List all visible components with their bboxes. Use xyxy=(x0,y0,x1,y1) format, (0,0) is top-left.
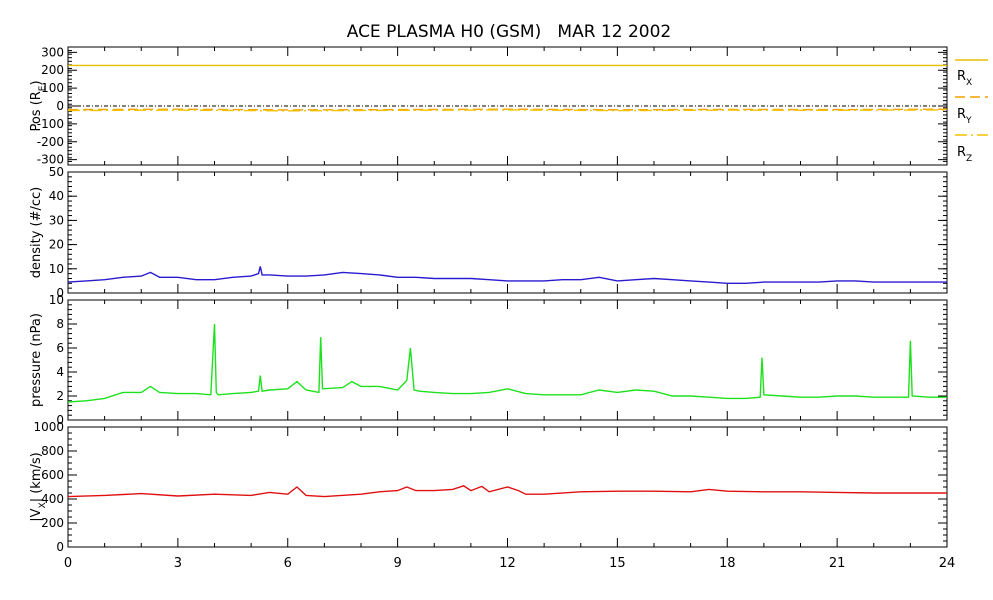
density-y-tick-label: 30 xyxy=(49,213,64,227)
legend-label: RY xyxy=(957,107,972,126)
pressure-y-tick-label: 0 xyxy=(56,413,64,427)
density-y-tick-label: 20 xyxy=(49,238,64,252)
x-tick-label: 0 xyxy=(64,556,72,571)
x-tick-label: 21 xyxy=(829,556,846,571)
pressure-y-tick-label: 4 xyxy=(56,365,64,379)
x-tick-label: 3 xyxy=(174,556,182,571)
pos-series-line xyxy=(67,109,948,112)
density-y-tick-label: 40 xyxy=(49,189,64,203)
panel-density: 50 40 30 20 10 0 density (#/cc) xyxy=(29,165,948,300)
x-tick-label: 15 xyxy=(609,556,626,571)
pos-y-tick-label: 0 xyxy=(56,99,64,113)
pos-series-line xyxy=(67,108,948,111)
pos-y-tick-label: 200 xyxy=(41,63,64,77)
pressure-y-tick-label: 8 xyxy=(56,317,64,331)
pos-y-axis-label: Pos (RE) xyxy=(29,80,48,131)
vx-y-tick-label: 0 xyxy=(56,540,64,554)
vx-y-tick-label: 800 xyxy=(41,444,64,458)
chart-title: ACE PLASMA H0 (GSM) MAR 12 2002 xyxy=(347,22,672,42)
x-tick-label: 18 xyxy=(719,556,736,571)
x-tick-label: 12 xyxy=(499,556,516,571)
vx-y-axis-label: |VX| (km/s) xyxy=(29,452,48,521)
panel-pressure: 10 8 6 4 2 0 pressure (nPa) xyxy=(29,293,948,427)
panel-vx: 1000 800 600 400 200 0 |VX| (km/s) xyxy=(29,420,948,554)
legend-label: RZ xyxy=(957,145,972,164)
pressure-y-axis-label: pressure (nPa) xyxy=(29,313,44,407)
density-y-tick-label: 50 xyxy=(49,165,64,179)
x-tick-label: 9 xyxy=(393,556,401,571)
vx-y-tick-label: 400 xyxy=(41,492,64,506)
vx-y-tick-label: 200 xyxy=(41,516,64,530)
pressure-y-tick-label: 10 xyxy=(49,293,64,307)
vx-series-line xyxy=(67,485,947,498)
density-y-tick-label: 0 xyxy=(56,286,64,300)
x-tick-label: 24 xyxy=(939,556,956,571)
pos-y-tick-label: -200 xyxy=(37,135,64,149)
legend-label: RX xyxy=(957,69,972,88)
vx-y-tick-label: 600 xyxy=(41,468,64,482)
x-axis: 0 3 6 9 12 15 18 21 24 xyxy=(64,556,955,571)
pos-y-tick-label: 100 xyxy=(41,81,64,95)
pressure-frame xyxy=(67,299,948,421)
panel-pos: 300 200 100 0 -100 -200 -300 Pos (RE) xyxy=(29,45,948,167)
density-frame xyxy=(67,171,948,294)
legend: RX RY RZ xyxy=(955,59,988,164)
pressure-y-tick-label: 2 xyxy=(56,389,64,403)
vx-y-tick-label: 1000 xyxy=(33,420,64,434)
pos-y-tick-label: -300 xyxy=(37,153,64,167)
pressure-y-tick-label: 6 xyxy=(56,341,64,355)
density-y-axis-label: density (#/cc) xyxy=(29,187,44,279)
pos-y-tick-label: -100 xyxy=(37,117,64,131)
x-tick-label: 6 xyxy=(284,556,292,571)
pressure-series-line xyxy=(67,323,947,403)
pos-y-tick-label: 300 xyxy=(41,45,64,59)
density-y-tick-label: 10 xyxy=(49,262,64,276)
density-series-line xyxy=(67,266,947,284)
